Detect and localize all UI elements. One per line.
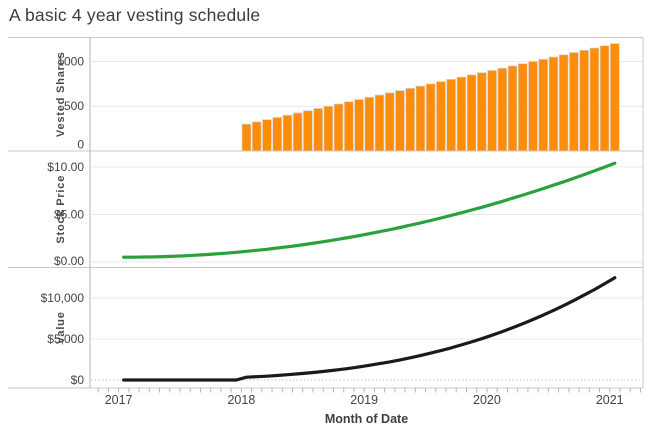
y-tick-label: $10,000 [41, 291, 85, 305]
y-tick-label: $5,000 [47, 332, 84, 346]
x-tick-label: 2019 [350, 393, 378, 407]
vested-shares-bar [497, 67, 508, 152]
vested-shares-bar [395, 90, 405, 152]
vested-shares-bar [241, 123, 252, 152]
vested-shares-bar [507, 65, 518, 152]
vested-shares-bar [251, 121, 262, 152]
y-tick-label: $5.00 [54, 207, 84, 221]
vested-shares-bar [354, 99, 364, 152]
vested-shares-bar [517, 63, 528, 152]
vested-shares-bar [477, 72, 487, 152]
x-tick-label: 2017 [105, 393, 133, 407]
vested-shares-bar [313, 108, 323, 152]
vested-shares-bar [446, 79, 456, 152]
x-tick-label: 2021 [596, 393, 624, 407]
vested-shares-bar [569, 52, 579, 152]
y-tick-label: $0.00 [54, 254, 84, 268]
vested-shares-bar [323, 105, 334, 152]
vested-shares-bar [436, 81, 446, 152]
y-tick-label: 1000 [57, 54, 84, 68]
vested-shares-bar [558, 54, 569, 152]
vested-shares-bar [344, 101, 354, 152]
x-tick-label: 2020 [473, 393, 501, 407]
y-tick-label: $0 [71, 373, 85, 387]
vested-shares-bar [589, 47, 600, 152]
vested-shares-bar [528, 61, 538, 152]
panel-axis-title: Vested Shares [55, 51, 67, 137]
panel-axis-title: Stock Price [55, 175, 67, 244]
value-line [122, 276, 617, 382]
vested-shares-bar [538, 58, 549, 152]
x-axis-title: Month of Date [324, 412, 409, 426]
vested-shares-bar [405, 87, 415, 152]
vested-shares-bar [303, 110, 313, 152]
vested-shares-bar [456, 76, 467, 152]
stock-price-line [122, 161, 617, 259]
vested-shares-bar [384, 92, 395, 152]
vested-shares-bar [548, 56, 559, 152]
vested-shares-bar [262, 119, 272, 152]
vested-shares-bar [282, 114, 293, 152]
vested-shares-bar [272, 117, 282, 152]
chart-title: A basic 4 year vesting schedule [9, 5, 261, 25]
vested-shares-bar [425, 83, 436, 152]
panel-axis-title: Value [55, 311, 67, 344]
y-tick-label: $10.00 [47, 160, 84, 174]
vested-shares-bar [487, 70, 497, 152]
vested-shares-bar [374, 94, 385, 152]
y-tick-label: 500 [64, 99, 84, 113]
vested-shares-bar [466, 74, 477, 152]
vested-shares-bar [579, 49, 589, 152]
vested-shares-bar [599, 45, 610, 152]
x-tick-label: 2018 [227, 393, 255, 407]
vested-shares-bar [333, 103, 344, 152]
vested-shares-bar [364, 96, 375, 152]
vested-shares-bar [610, 43, 620, 152]
vested-shares-bar [292, 112, 303, 152]
vested-shares-bar [415, 85, 426, 152]
y-tick-label: 0 [77, 138, 84, 152]
